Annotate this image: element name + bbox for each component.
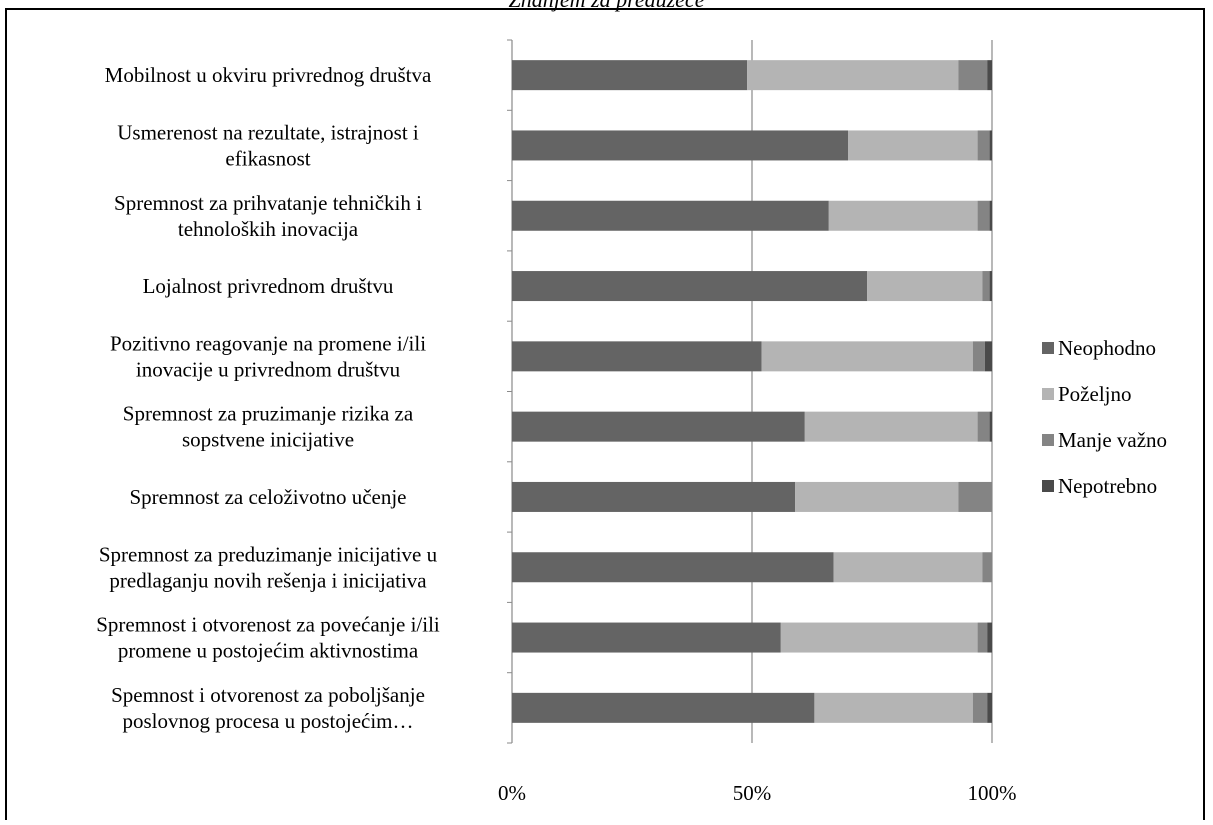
- bar-segment-manje-va-no: [978, 623, 988, 653]
- category-label-line: Spremnost i otvorenost za povećanje i/il…: [96, 613, 440, 637]
- bar-segment-manje-va-no: [958, 482, 992, 512]
- bar-segment-manje-va-no: [978, 130, 990, 160]
- bar-segment-neophodno: [512, 412, 805, 442]
- bar-segment-neophodno: [512, 60, 747, 90]
- bar-segment-neophodno: [512, 130, 848, 160]
- x-tick-label: 50%: [733, 781, 772, 805]
- category-label: Lojalnost privrednom društvu: [143, 274, 394, 298]
- category-label: Spremnost za prihvatanje tehničkih i tehn…: [114, 191, 422, 241]
- bar-segment-neophodno: [512, 693, 814, 723]
- category-label: Spremnost i otvorenost za povećanje i/il…: [96, 613, 440, 663]
- category-label-line: Spremnost za preduzimanje inicijative u: [99, 542, 438, 566]
- legend-label: Poželjno: [1058, 382, 1132, 406]
- bar-segment-po-eljno: [747, 60, 958, 90]
- bar-segment-po-eljno: [848, 130, 978, 160]
- bar-segment-po-eljno: [762, 341, 973, 371]
- bar-segment-manje-va-no: [982, 552, 992, 582]
- category-label-line: Spremnost za pruzimanje rizika za: [123, 402, 414, 426]
- category-label-line: poslovnog procesa u postojećim…: [122, 709, 413, 733]
- category-label-line: Lojalnost privrednom društvu: [143, 274, 394, 298]
- category-label: Pozitivno reagovanje na promene i/ili ino…: [110, 331, 426, 381]
- category-label: Spemnost i otvorenost za poboljšanje posl…: [111, 683, 425, 733]
- category-label-line: Spemnost i otvorenost za poboljšanje: [111, 683, 425, 707]
- category-label-line: efikasnost: [225, 146, 310, 170]
- bar-segment-manje-va-no: [973, 693, 987, 723]
- category-label-line: Mobilnost u okviru privrednog društva: [105, 63, 432, 87]
- bar-segment-po-eljno: [834, 552, 983, 582]
- legend-swatch: [1042, 388, 1054, 400]
- category-label-line: inovacije u privrednom društvu: [136, 357, 401, 381]
- bar-segment-po-eljno: [805, 412, 978, 442]
- bar-segment-neophodno: [512, 482, 795, 512]
- x-tick-label: 0%: [498, 781, 526, 805]
- category-label: Spremnost za pruzimanje rizika za sopstve…: [123, 402, 414, 452]
- bar-segment-neophodno: [512, 271, 867, 301]
- bar-segment-neophodno: [512, 552, 834, 582]
- legend-label: Nepotrebno: [1058, 474, 1157, 498]
- legend-swatch: [1042, 434, 1054, 446]
- category-label: Usmerenost na rezultate, istrajnost i efi…: [117, 120, 419, 170]
- category-label: Spremnost za celoživotno učenje: [130, 485, 407, 509]
- bar-segment-manje-va-no: [978, 412, 990, 442]
- category-label-line: Spremnost za prihvatanje tehničkih i: [114, 191, 422, 215]
- category-label-line: Pozitivno reagovanje na promene i/ili: [110, 331, 426, 355]
- bar-segment-nepotrebno: [990, 201, 992, 231]
- bar-segment-nepotrebno: [990, 130, 992, 160]
- bar-segment-po-eljno: [829, 201, 978, 231]
- bar-segment-nepotrebno: [985, 341, 992, 371]
- category-label-line: promene u postojećim aktivnostima: [118, 639, 419, 663]
- category-label: Mobilnost u okviru privrednog društva: [105, 63, 432, 87]
- legend-swatch: [1042, 342, 1054, 354]
- bar-segment-manje-va-no: [982, 271, 989, 301]
- legend-label: Neophodno: [1058, 336, 1156, 360]
- category-label-line: sopstvene inicijative: [182, 428, 354, 452]
- category-label-line: tehnoloških inovacija: [178, 217, 359, 241]
- bar-segment-nepotrebno: [990, 271, 992, 301]
- category-label-line: predlaganju novih rešenja i inicijativa: [109, 568, 427, 592]
- bar-segment-neophodno: [512, 201, 829, 231]
- x-tick-label: 100%: [968, 781, 1017, 805]
- bar-segment-manje-va-no: [973, 341, 985, 371]
- bar-segment-nepotrebno: [987, 623, 992, 653]
- bar-segment-manje-va-no: [958, 60, 987, 90]
- bar-segment-po-eljno: [867, 271, 982, 301]
- bar-segment-po-eljno: [795, 482, 958, 512]
- bar-segment-neophodno: [512, 623, 781, 653]
- bar-segment-nepotrebno: [987, 60, 992, 90]
- bar-segment-nepotrebno: [990, 412, 992, 442]
- bar-segment-manje-va-no: [978, 201, 990, 231]
- category-label-line: Usmerenost na rezultate, istrajnost i: [117, 120, 419, 144]
- bar-segment-po-eljno: [781, 623, 978, 653]
- category-label-line: Spremnost za celoživotno učenje: [130, 485, 407, 509]
- bar-segment-neophodno: [512, 341, 762, 371]
- bar-segment-nepotrebno: [987, 693, 992, 723]
- legend-swatch: [1042, 480, 1054, 492]
- bar-segment-po-eljno: [814, 693, 972, 723]
- legend-label: Manje važno: [1058, 428, 1167, 452]
